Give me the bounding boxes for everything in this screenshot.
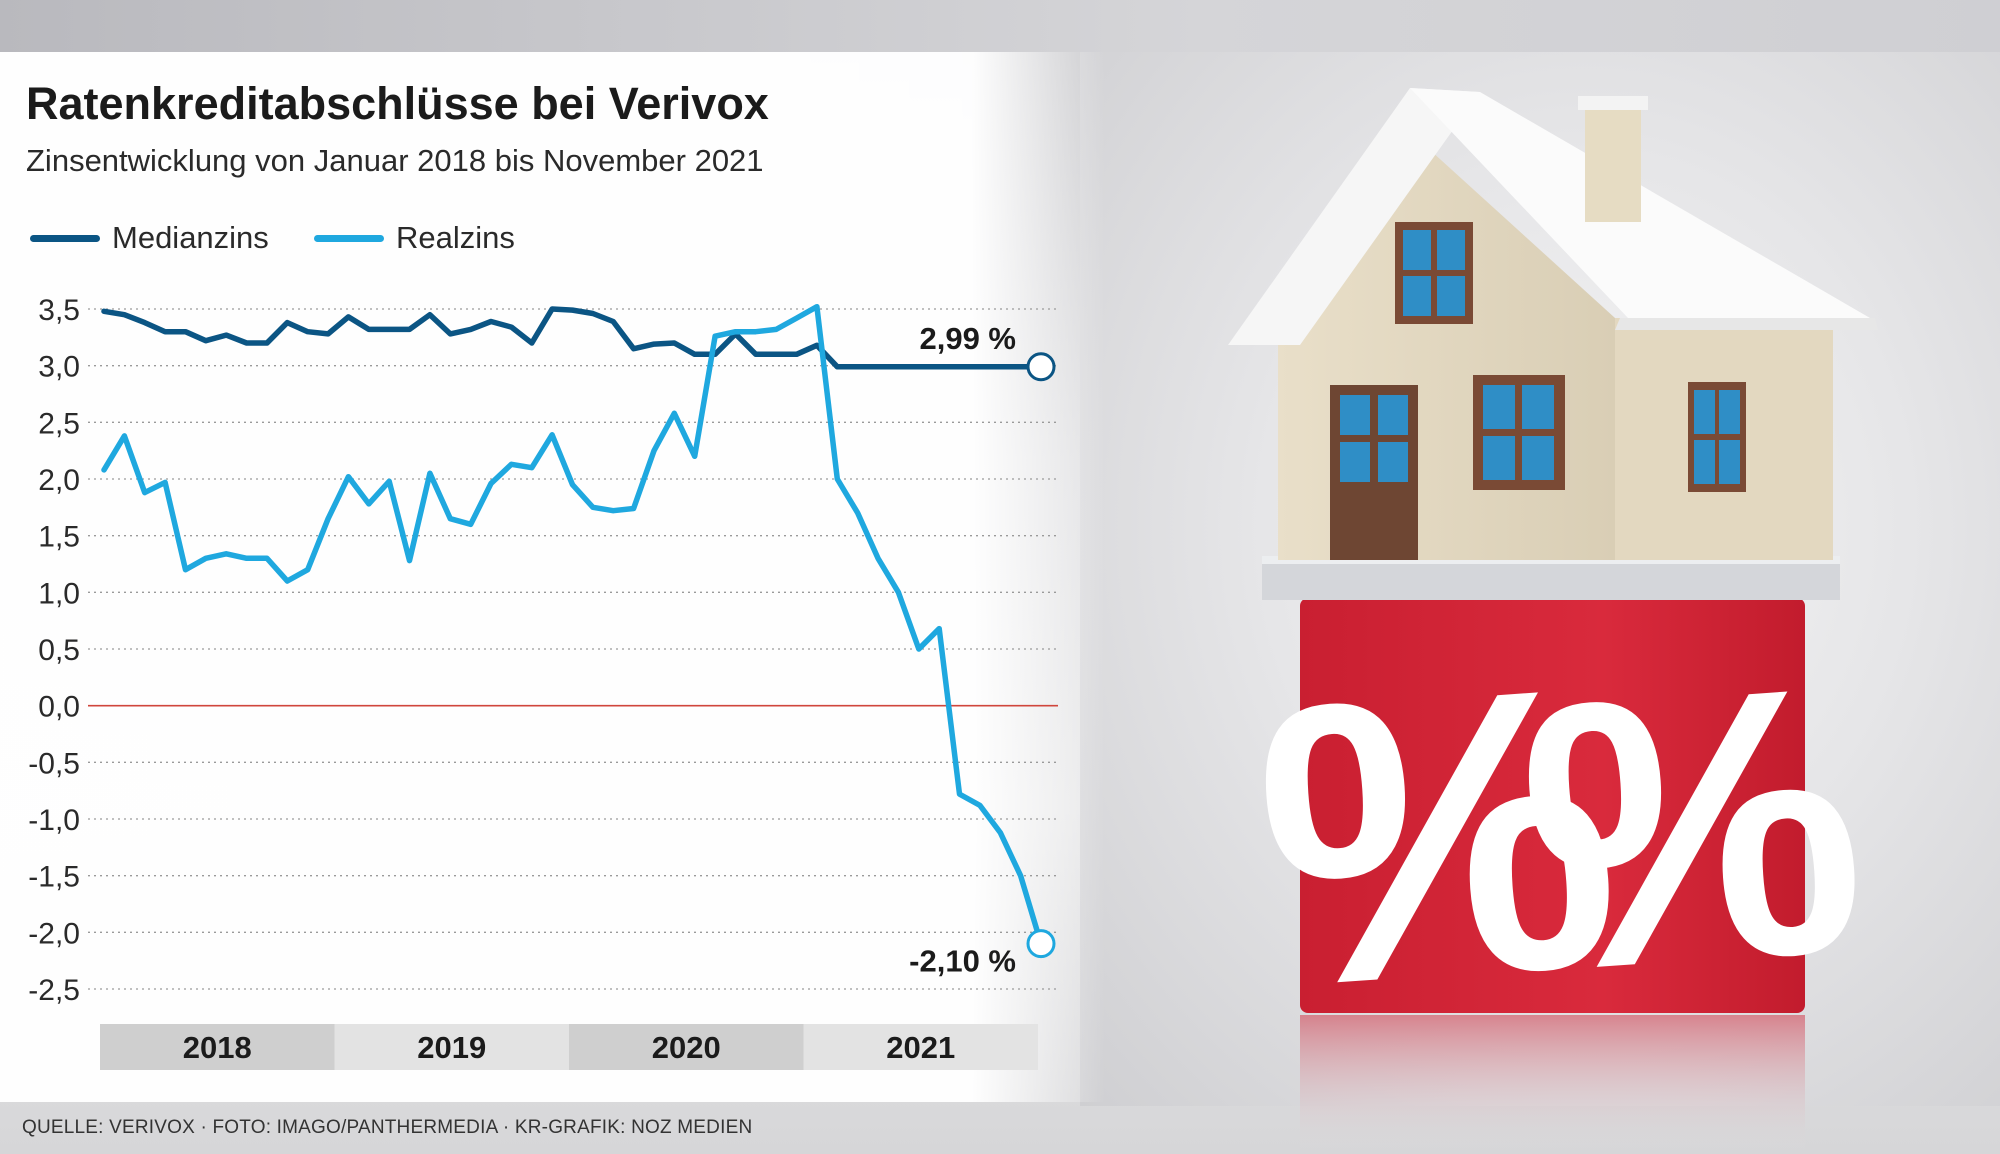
toy-house xyxy=(1228,88,1878,560)
legend-label-medianzins: Medianzins xyxy=(112,220,269,255)
end-value-label-medianzins: 2,99 % xyxy=(919,321,1016,356)
legend-swatch-medianzins xyxy=(30,234,100,242)
house-door xyxy=(1330,385,1418,560)
legend-item-realzins: Realzins xyxy=(314,218,515,258)
source-credits: QUELLE: VERIVOX · FOTO: IMAGO/PANTHERMED… xyxy=(22,1117,753,1138)
percent-symbol-left: % xyxy=(1245,601,1631,1072)
end-point-marker-realzins xyxy=(1026,929,1056,959)
x-tick-label-year: 2021 xyxy=(886,1030,955,1065)
year-band-segment xyxy=(334,1024,569,1070)
y-tick-label: -2,5 xyxy=(28,974,80,1007)
y-tick-label: 2,0 xyxy=(38,464,80,497)
y-tick-label: 0,0 xyxy=(38,691,80,724)
y-tick-label: -2,0 xyxy=(28,917,80,950)
house-window xyxy=(1688,382,1746,492)
end-value-label-realzins: -2,10 % xyxy=(909,944,1016,979)
year-band-segment xyxy=(100,1024,335,1070)
percent-cube: % % xyxy=(1245,598,1876,1072)
cube-reflection xyxy=(1300,1015,1805,1154)
y-tick-label: 3,5 xyxy=(38,294,80,327)
top-band xyxy=(0,0,2000,52)
y-tick-label: -1,5 xyxy=(28,861,80,894)
x-tick-label-year: 2019 xyxy=(417,1030,486,1065)
legend-item-medianzins: Medianzins xyxy=(30,218,269,258)
y-tick-label: 2,5 xyxy=(38,407,80,440)
line-chart: 3,5 3,0 2,5 2,0 1,5 1,0 0,5 0,0 -0,5 -1,0 -1,5 -2,0… xyxy=(28,294,1058,1070)
chart-panel xyxy=(0,52,1105,1102)
legend-label-realzins: Realzins xyxy=(396,220,515,255)
legend-swatch-realzins xyxy=(314,234,384,242)
house-window xyxy=(1473,375,1565,490)
chart-title: Ratenkreditabschlüsse bei Verivox xyxy=(26,78,769,129)
y-tick-label: 0,5 xyxy=(38,634,80,667)
year-band-segment xyxy=(569,1024,804,1070)
y-tick-label: -1,0 xyxy=(28,804,80,837)
year-band-segment xyxy=(803,1024,1038,1070)
house-window xyxy=(1395,222,1473,324)
y-tick-label: 3,0 xyxy=(38,351,80,384)
y-tick-label: 1,5 xyxy=(38,521,80,554)
x-tick-label-year: 2020 xyxy=(652,1030,721,1065)
series-line-medianzins xyxy=(101,306,1044,370)
y-tick-label: -0,5 xyxy=(28,747,80,780)
chart-subtitle: Zinsentwicklung von Januar 2018 bis Nove… xyxy=(26,143,764,178)
end-point-marker-medianzins xyxy=(1026,352,1056,382)
x-tick-label-year: 2018 xyxy=(183,1030,252,1065)
percent-symbol-right: % xyxy=(1509,605,1876,1053)
series-line-realzins xyxy=(101,303,1044,947)
y-tick-label: 1,0 xyxy=(38,577,80,610)
